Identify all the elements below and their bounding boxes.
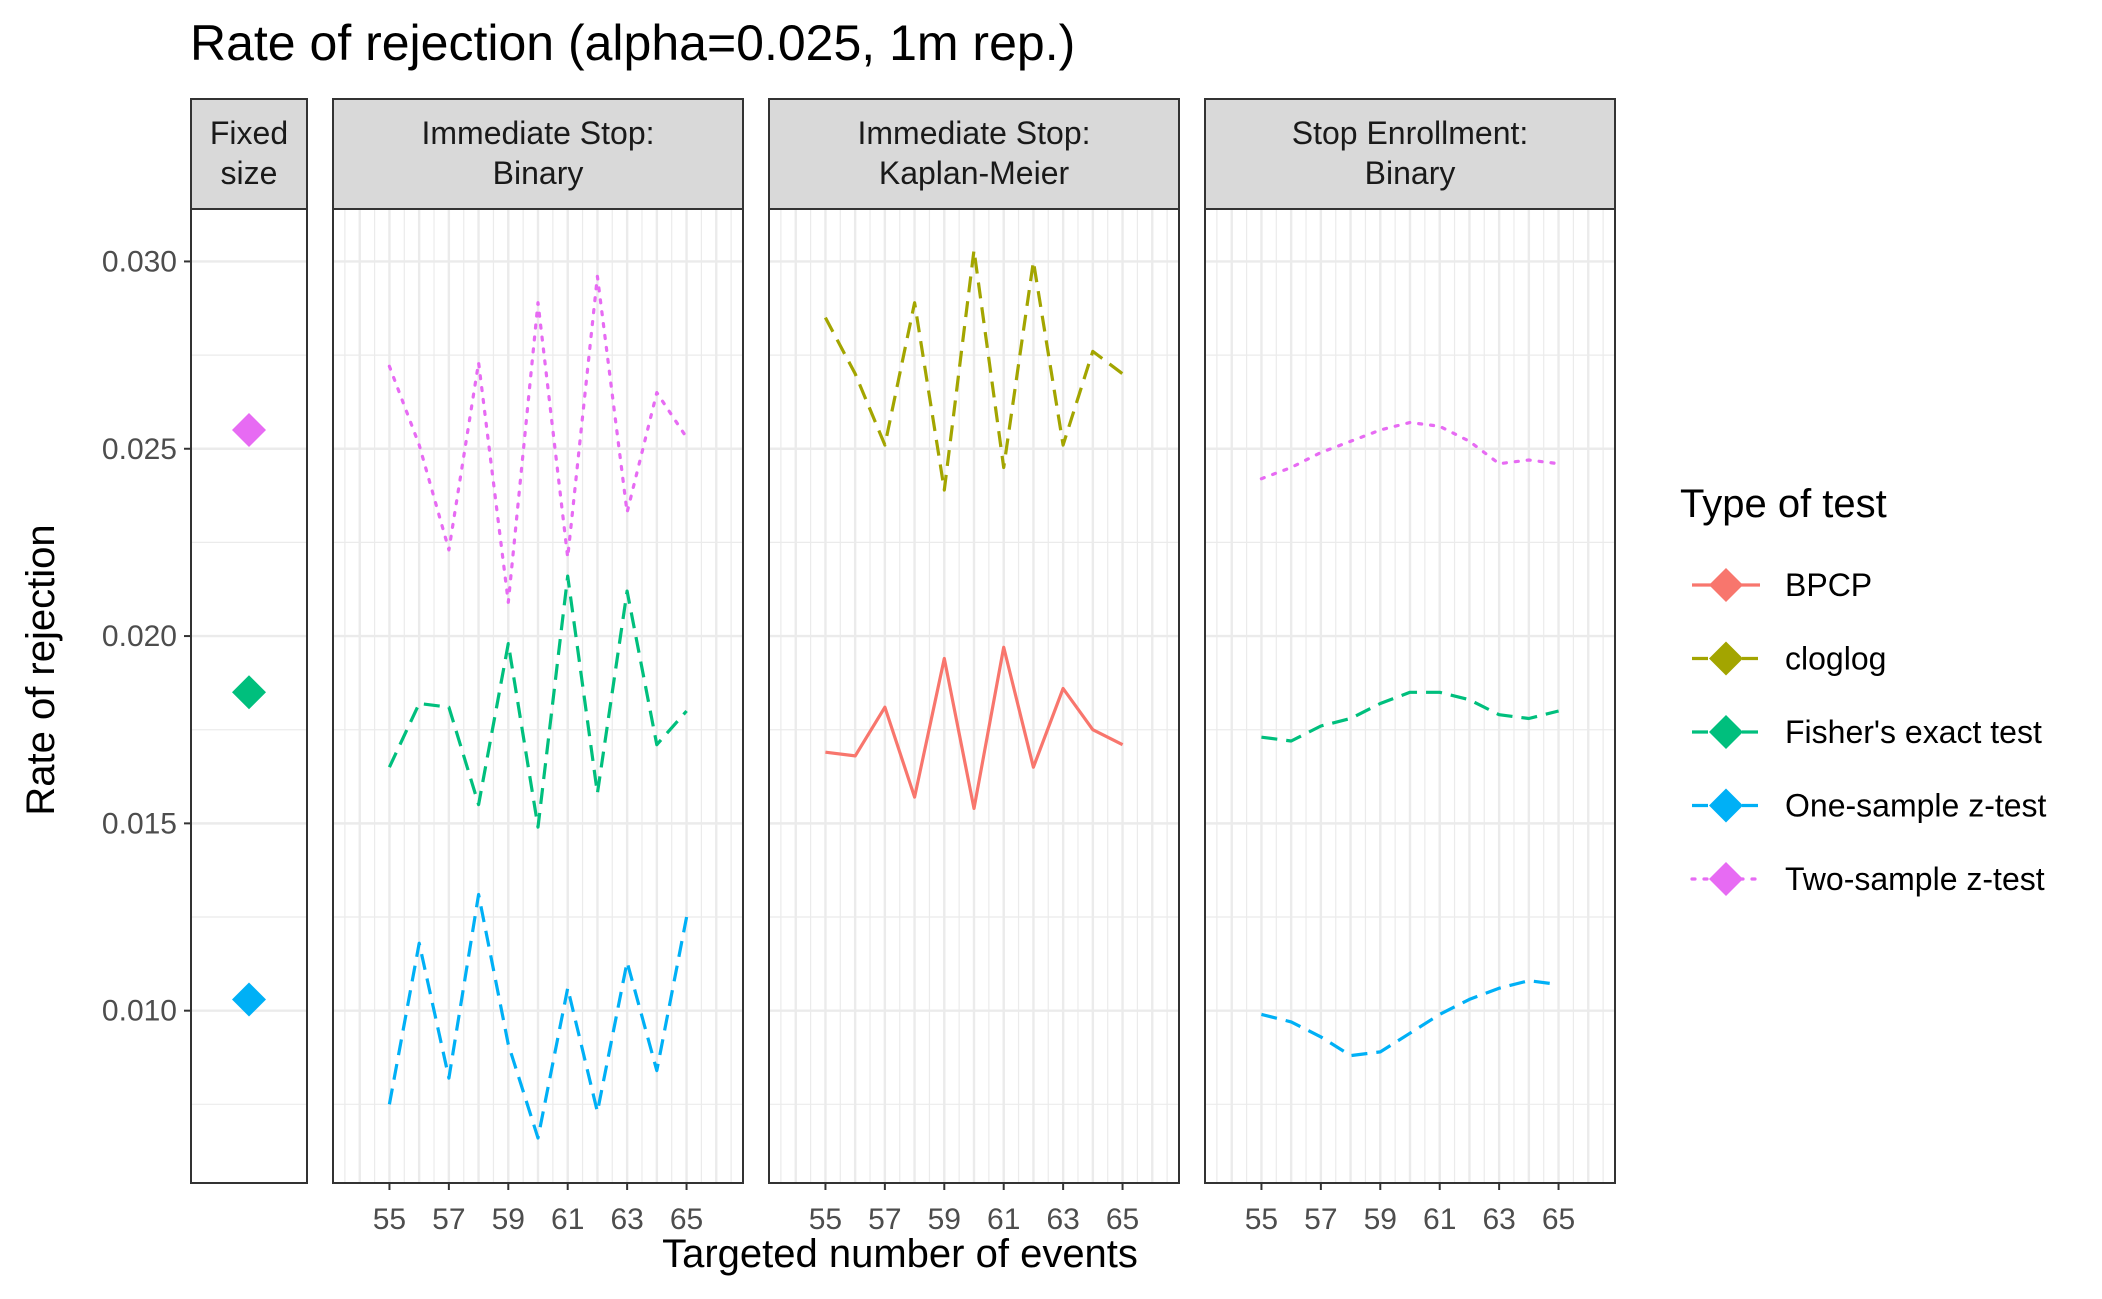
x-tick-label: 63 xyxy=(1482,1203,1515,1236)
x-tick-label: 63 xyxy=(610,1203,643,1236)
legend-title: Type of test xyxy=(1680,482,1887,526)
facet-strip-label: Stop Enrollment: xyxy=(1292,115,1529,151)
legend-key-diamond xyxy=(1709,862,1743,896)
x-tick-label: 59 xyxy=(492,1203,525,1236)
series-line xyxy=(1259,420,1561,481)
facet-strip xyxy=(1204,98,1616,210)
y-tick-label: 0.020 xyxy=(102,620,177,653)
x-tick-label: 55 xyxy=(809,1203,842,1236)
legend-label: Two-sample z-test xyxy=(1785,861,2045,897)
y-tick-label: 0.030 xyxy=(102,245,177,278)
series-line xyxy=(387,892,689,1140)
legend: Type of test BPCP cloglog Fisher's exact t… xyxy=(1680,482,2047,897)
legend-key-diamond xyxy=(1709,568,1743,602)
facet-strip xyxy=(768,98,1180,210)
x-tick-label: 55 xyxy=(1245,1203,1278,1236)
y-axis-title: Rate of rejection xyxy=(19,524,63,815)
legend-entry: cloglog xyxy=(1692,641,1886,677)
legend-label: Fisher's exact test xyxy=(1785,714,2042,750)
series-line xyxy=(823,248,1124,492)
legend-label: One-sample z-test xyxy=(1785,788,2047,824)
legend-key-diamond xyxy=(1709,641,1743,676)
facet-strip-label: Binary xyxy=(1365,155,1456,191)
x-tick-label: 65 xyxy=(670,1203,703,1236)
facet-strip-label: size xyxy=(221,155,278,191)
x-tick-label: 65 xyxy=(1106,1203,1139,1236)
data-point xyxy=(232,675,266,710)
facet-strip-label: Binary xyxy=(493,155,584,191)
panel-border xyxy=(332,208,744,1184)
legend-entry: One-sample z-test xyxy=(1692,788,2047,824)
legend-entry: Fisher's exact test xyxy=(1692,714,2042,750)
x-tick-label: 59 xyxy=(928,1203,961,1236)
facet-strip-label: Immediate Stop: xyxy=(422,115,655,151)
facet-strip-label: Immediate Stop: xyxy=(858,115,1091,151)
panel-border xyxy=(1204,208,1616,1184)
x-axis-title: Targeted number of events xyxy=(662,1232,1138,1276)
x-tick-label: 61 xyxy=(1423,1203,1456,1236)
legend-entry: Two-sample z-test xyxy=(1690,861,2045,897)
x-tick-label: 59 xyxy=(1364,1203,1397,1236)
x-tick-label: 65 xyxy=(1542,1203,1575,1236)
x-tick-label: 61 xyxy=(987,1203,1020,1236)
facet-panel: Immediate Stop: Kaplan-Meier 55 57 59 61 63 65 xyxy=(768,98,1180,1236)
series-line xyxy=(1261,690,1559,743)
series-line xyxy=(387,574,688,829)
y-tick-label: 0.025 xyxy=(102,433,177,466)
facet-strip xyxy=(332,98,744,210)
y-tick-label: 0.015 xyxy=(102,807,177,840)
facet-strip xyxy=(190,98,308,210)
x-tick-label: 57 xyxy=(868,1203,901,1236)
x-tick-label: 55 xyxy=(373,1203,406,1236)
facet-panel: Stop Enrollment: Binary 55 57 59 61 63 65 xyxy=(1204,98,1616,1236)
chart-title: Rate of rejection (alpha=0.025, 1m rep.) xyxy=(190,15,1075,71)
facet-panels: Fixed size Immediate Stop: Binary 55 57 59 61 63… xyxy=(190,98,1616,1236)
x-tick-label: 57 xyxy=(1304,1203,1337,1236)
facet-panel: Immediate Stop: Binary 55 57 59 61 63 65 xyxy=(332,98,744,1236)
series-line xyxy=(825,645,1124,811)
legend-key-diamond xyxy=(1709,788,1743,823)
y-axis: 0.010 0.015 0.020 0.025 0.030 xyxy=(102,245,191,1028)
y-tick-label: 0.010 xyxy=(102,995,177,1028)
data-point xyxy=(232,413,266,448)
facet-strip-label: Fixed xyxy=(210,115,288,151)
facet-panel: Fixed size xyxy=(190,98,308,1184)
facet-strip-label: Kaplan-Meier xyxy=(879,155,1070,191)
x-tick-label: 57 xyxy=(432,1203,465,1236)
legend-label: cloglog xyxy=(1785,641,1886,677)
x-tick-label: 63 xyxy=(1046,1203,1079,1236)
data-point xyxy=(232,982,266,1017)
legend-label: BPCP xyxy=(1785,567,1872,603)
legend-entry: BPCP xyxy=(1692,567,1872,603)
panel-border xyxy=(768,208,1180,1184)
series-line xyxy=(387,274,689,604)
legend-key-diamond xyxy=(1709,715,1743,749)
series-line xyxy=(1261,979,1559,1058)
x-tick-label: 61 xyxy=(551,1203,584,1236)
panel-border xyxy=(190,208,308,1184)
